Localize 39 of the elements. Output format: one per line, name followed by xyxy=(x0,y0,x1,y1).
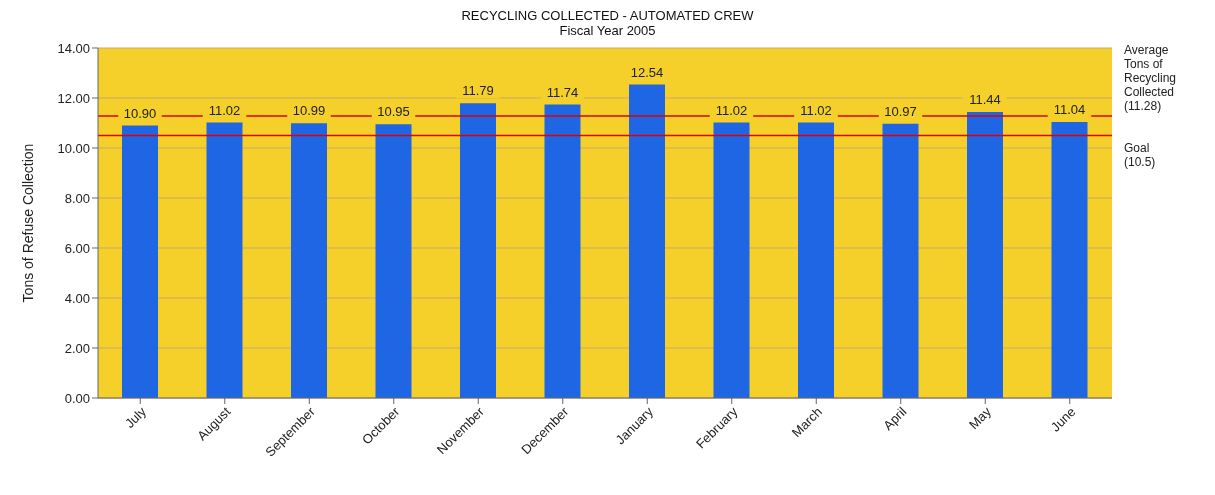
y-tick-label: 12.00 xyxy=(57,90,90,106)
bar xyxy=(460,103,496,398)
bar xyxy=(967,112,1003,398)
y-tick-label: 2.00 xyxy=(64,340,90,356)
data-label: 11.44 xyxy=(969,92,1001,107)
data-label: 10.95 xyxy=(377,104,410,120)
y-tick-label: 0.00 xyxy=(64,390,90,406)
y-tick-label: 6.00 xyxy=(64,240,90,256)
data-label: 10.90 xyxy=(123,105,157,121)
data-label: 11.02 xyxy=(715,102,748,118)
y-tick-label: 14.00 xyxy=(57,40,90,56)
bar xyxy=(713,122,750,398)
x-tick-label: July xyxy=(121,403,150,431)
data-label: 10.97 xyxy=(884,103,917,119)
data-label: 11.02 xyxy=(800,102,832,118)
x-tick-label: May xyxy=(965,403,995,433)
data-label: 11.79 xyxy=(462,83,494,99)
bar xyxy=(798,122,834,398)
bar xyxy=(206,122,243,398)
bar xyxy=(544,104,581,398)
y-tick-label: 10.00 xyxy=(57,140,90,156)
y-axis-title: Tons of Refuse Collection xyxy=(19,143,36,303)
data-label: 12.54 xyxy=(630,64,664,80)
data-label: 11.04 xyxy=(1053,102,1086,117)
chart-subtitle: Fiscal Year 2005 xyxy=(558,23,657,38)
bar xyxy=(122,125,158,398)
bar xyxy=(882,123,919,398)
ref-line-label: Average Tons of Recycling Collected (11.28) xyxy=(1124,43,1177,113)
data-label: 11.74 xyxy=(546,84,579,100)
bar xyxy=(375,124,412,398)
bar xyxy=(629,84,665,398)
chart-title: RECYCLING COLLECTED - AUTOMATED CREW xyxy=(460,8,755,23)
data-label: 11.02 xyxy=(208,102,241,118)
bar xyxy=(291,123,327,398)
data-label: 10.99 xyxy=(292,103,326,119)
y-tick-label: 4.00 xyxy=(64,290,90,306)
bar xyxy=(1051,122,1088,398)
ref-line-label: Goal (10.5) xyxy=(1124,140,1156,169)
y-tick-label: 8.00 xyxy=(64,190,90,206)
